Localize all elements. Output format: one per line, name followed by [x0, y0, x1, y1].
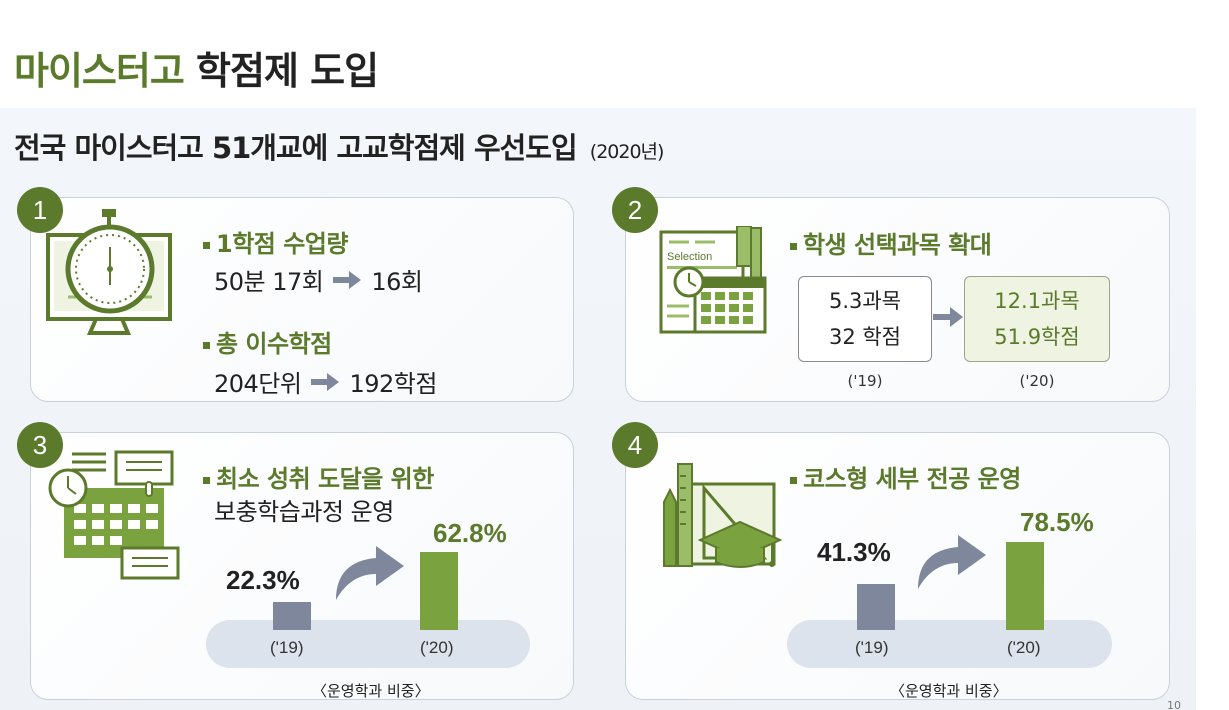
card3-title-line2: 보충학습과정 운영 [214, 498, 394, 526]
card4-title: 코스형 세부 전공 운영 [790, 459, 1021, 494]
card2-before-line2: 32 학점 [828, 325, 902, 349]
chart2-baseline [787, 620, 1112, 668]
title-rest: 학점제 도입 [196, 49, 379, 93]
card1-item2-change: 204단위 192학점 [214, 364, 437, 399]
card3-title-line1: 최소 성취 도달을 위한 [203, 459, 434, 494]
title-highlight: 마이스터고 [14, 49, 185, 93]
badge-2: 2 [612, 187, 658, 233]
arrow-right-icon [933, 307, 963, 327]
chart1-axis-20: ('20) [420, 638, 454, 657]
selection-calendar-icon: Selection [659, 226, 767, 334]
chart2-label-20: 78.5% [1020, 507, 1094, 537]
card2-before-year: ('19) [847, 372, 883, 390]
card1-item1-change: 50분 17회 16회 [214, 262, 423, 297]
page-title: 마이스터고 학점제 도입 [14, 40, 379, 95]
subtitle: 전국 마이스터고 51개교에 고교학점제 우선도입 (2020년) [14, 125, 665, 167]
page-number: 10 [1167, 699, 1181, 710]
chart1-bar-19 [273, 602, 311, 630]
graduation-tools-icon [663, 463, 783, 568]
curved-arrow-icon [336, 546, 404, 600]
card2-after-box: 12.1과목 51.9학점 [964, 276, 1110, 362]
card1-item1-to: 16회 [371, 268, 423, 296]
icon-selection-text: Selection [667, 251, 712, 263]
chart2-axis-20: ('20) [1007, 638, 1041, 657]
card2-before-line1: 5.3과목 [828, 289, 902, 313]
arrow-right-icon [311, 372, 340, 391]
card3-caption: 〈운영학과 비중〉 [312, 682, 430, 700]
chart1-label-20: 62.8% [433, 518, 507, 548]
chart2-axis-19: ('19) [855, 638, 889, 657]
chart2-bar-20 [1006, 542, 1044, 630]
card2-after-line1: 12.1과목 [994, 289, 1080, 313]
chart1-label-19: 22.3% [226, 565, 300, 595]
card1-item2-from: 204단위 [214, 370, 302, 398]
badge-4: 4 [612, 422, 658, 468]
chart1-bar-20 [420, 552, 458, 630]
card4-caption: 〈운영학과 비중〉 [890, 682, 1008, 700]
chart1-axis-19: ('19) [270, 638, 304, 657]
chart2-bar-19 [857, 584, 895, 630]
badge-3: 3 [17, 422, 63, 468]
card2-after-line2: 51.9학점 [994, 325, 1080, 349]
subtitle-year: (2020년) [589, 141, 665, 163]
card2-after-year: ('20) [1019, 372, 1055, 390]
card2-title: 학생 선택과목 확대 [790, 225, 992, 260]
card1-item1-from: 50분 17회 [214, 268, 324, 296]
card1-item2-title: 총 이수학점 [203, 324, 332, 359]
card2-before-box: 5.3과목 32 학점 [798, 276, 932, 362]
arrow-right-icon [333, 270, 362, 289]
chart2-label-19: 41.3% [817, 537, 891, 567]
card1-item1-title: 1학점 수업량 [203, 224, 348, 259]
calendar-chat-icon [48, 450, 180, 580]
stopwatch-monitor-icon [46, 209, 172, 335]
chart1-baseline [206, 620, 530, 668]
subtitle-main: 전국 마이스터고 51개교에 고교학점제 우선도입 [14, 131, 578, 165]
badge-1: 1 [17, 187, 63, 233]
curved-arrow-icon [918, 535, 986, 589]
card1-item2-to: 192학점 [349, 370, 437, 398]
